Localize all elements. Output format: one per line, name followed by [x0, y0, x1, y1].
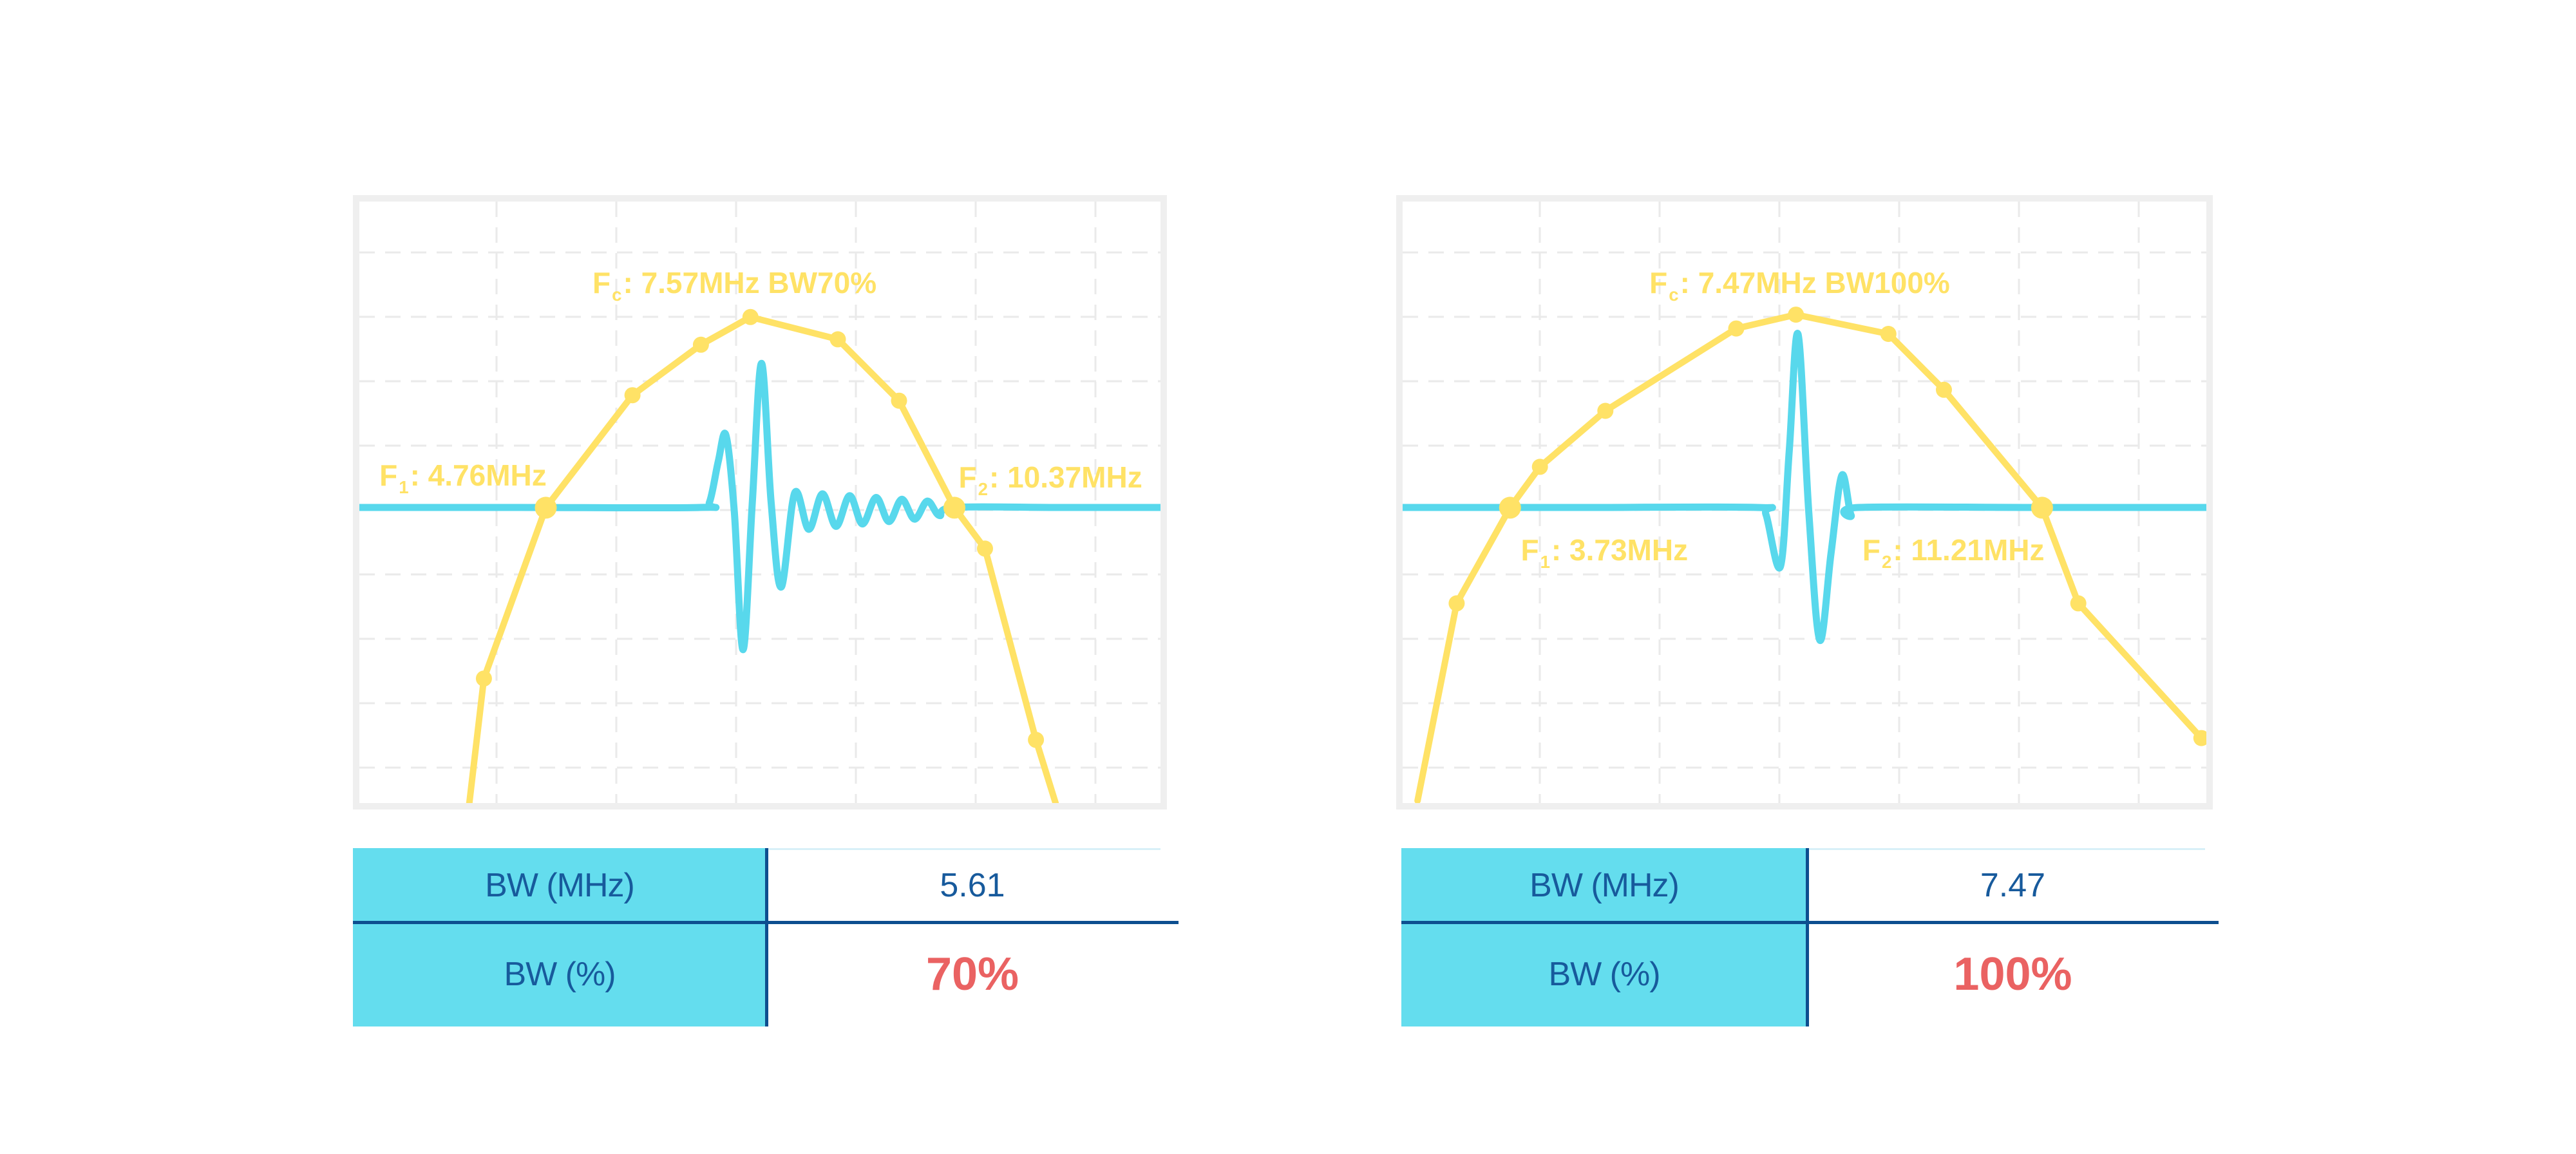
bw-mhz-value: 5.61 — [940, 866, 1005, 904]
spectrum-pulse-plot — [1403, 202, 2206, 803]
f1-value-text: : 4.76MHz — [410, 458, 547, 492]
value-column-top-border — [1807, 848, 2205, 850]
bw-pct-label-cell: BW (%) — [353, 922, 766, 1026]
cutoff-frequency-marker — [943, 497, 965, 519]
f2-symbol: F — [1862, 533, 1880, 567]
frequency-spectrum-line — [466, 314, 1059, 803]
spectrum-point-marker — [742, 308, 759, 325]
fc-symbol: F — [1649, 265, 1668, 299]
spectrum-point-marker — [2070, 595, 2087, 612]
spectrum-point-marker — [2193, 730, 2206, 746]
spectrum-point-marker — [829, 331, 846, 348]
spectrum-point-marker — [977, 540, 993, 557]
spectrum-point-marker — [624, 387, 641, 404]
f2-symbol: F — [958, 460, 977, 494]
fc-value-text: : 7.47MHz BW100% — [1680, 265, 1950, 299]
bw-table-left: BW (MHz) 5.61 BW (%) 70% — [353, 848, 1179, 1026]
bw-pct-label: BW (%) — [1548, 956, 1660, 993]
f1-annotation: F1: 4.76MHz — [379, 458, 547, 497]
spectrum-point-marker — [1448, 595, 1465, 612]
bw-mhz-value-cell: 7.47 — [1807, 848, 2219, 922]
bw-pct-value-cell: 100% — [1807, 922, 2219, 1026]
cutoff-frequency-marker — [2031, 497, 2053, 519]
f1-symbol: F — [1520, 533, 1539, 567]
spectrum-point-marker — [1597, 402, 1614, 419]
bw-pct-value: 70% — [925, 949, 1019, 1000]
fc-subscript: c — [612, 285, 622, 305]
spectrum-point-marker — [1880, 326, 1897, 342]
f1-subscript: 1 — [1540, 551, 1550, 572]
bw-mhz-value: 7.47 — [1980, 866, 2046, 904]
spectrum-point-marker — [1788, 307, 1804, 323]
bw-mhz-label: BW (MHz) — [1530, 866, 1680, 904]
spectrum-point-marker — [1028, 732, 1045, 748]
spectrum-pulse-plot — [359, 202, 1160, 803]
spectrum-point-marker — [1936, 381, 1952, 398]
f1-annotation: F1: 3.73MHz — [1520, 533, 1689, 571]
table-column-divider — [1806, 848, 1809, 1026]
cutoff-frequency-marker — [535, 497, 557, 519]
f1-subscript: 1 — [399, 477, 409, 498]
chart-panel-bw70: Fc: 7.57MHz BW70% F1: 4.76MHz F2: 10.37M… — [353, 195, 1167, 809]
bw-pct-label-cell: BW (%) — [1401, 922, 1807, 1026]
echo-pulse-waveform — [1403, 330, 2206, 644]
fc-symbol: F — [592, 265, 611, 299]
cutoff-frequency-marker — [1499, 497, 1521, 519]
bw-pct-value: 100% — [1953, 949, 2072, 1000]
bw-table-right: BW (MHz) 7.47 BW (%) 100% — [1401, 848, 2219, 1026]
f2-subscript: 2 — [1881, 551, 1892, 572]
bw-mhz-label: BW (MHz) — [485, 866, 635, 904]
bw-mhz-value-cell: 5.61 — [766, 848, 1179, 922]
chart-panel-bw100: Fc: 7.47MHz BW100% F1: 3.73MHz F2: 11.21… — [1396, 195, 2213, 809]
spectrum-point-marker — [891, 392, 907, 409]
bw-mhz-label-cell: BW (MHz) — [1401, 848, 1807, 922]
f1-value-text: : 3.73MHz — [1551, 533, 1689, 567]
fc-subscript: c — [1669, 285, 1679, 305]
bw-table-label-column — [1401, 848, 1807, 1026]
table-row-divider — [1401, 921, 2219, 924]
f2-annotation: F2: 11.21MHz — [1862, 533, 2045, 571]
spectrum-point-marker — [1531, 459, 1548, 475]
f2-value-text: : 10.37MHz — [989, 460, 1142, 494]
echo-pulse-waveform — [359, 359, 1160, 654]
bw-table-label-column — [353, 848, 766, 1026]
spectrum-point-marker — [475, 670, 492, 687]
fc-annotation: Fc: 7.47MHz BW100% — [1649, 265, 1950, 305]
bw-pct-value-cell: 70% — [766, 922, 1179, 1026]
f2-value-text: : 11.21MHz — [1893, 533, 2045, 567]
spectrum-point-marker — [1728, 320, 1745, 337]
value-column-top-border — [766, 848, 1160, 850]
fc-annotation: Fc: 7.57MHz BW70% — [592, 265, 877, 305]
frequency-spectrum-line — [1414, 311, 2205, 803]
fc-value-text: : 7.57MHz BW70% — [623, 265, 877, 299]
bw-mhz-label-cell: BW (MHz) — [353, 848, 766, 922]
f2-subscript: 2 — [978, 478, 988, 499]
spectrum-point-marker — [692, 336, 709, 353]
bw-pct-label: BW (%) — [504, 956, 616, 993]
table-column-divider — [765, 848, 768, 1026]
f1-symbol: F — [379, 458, 398, 492]
f2-annotation: F2: 10.37MHz — [958, 460, 1142, 498]
